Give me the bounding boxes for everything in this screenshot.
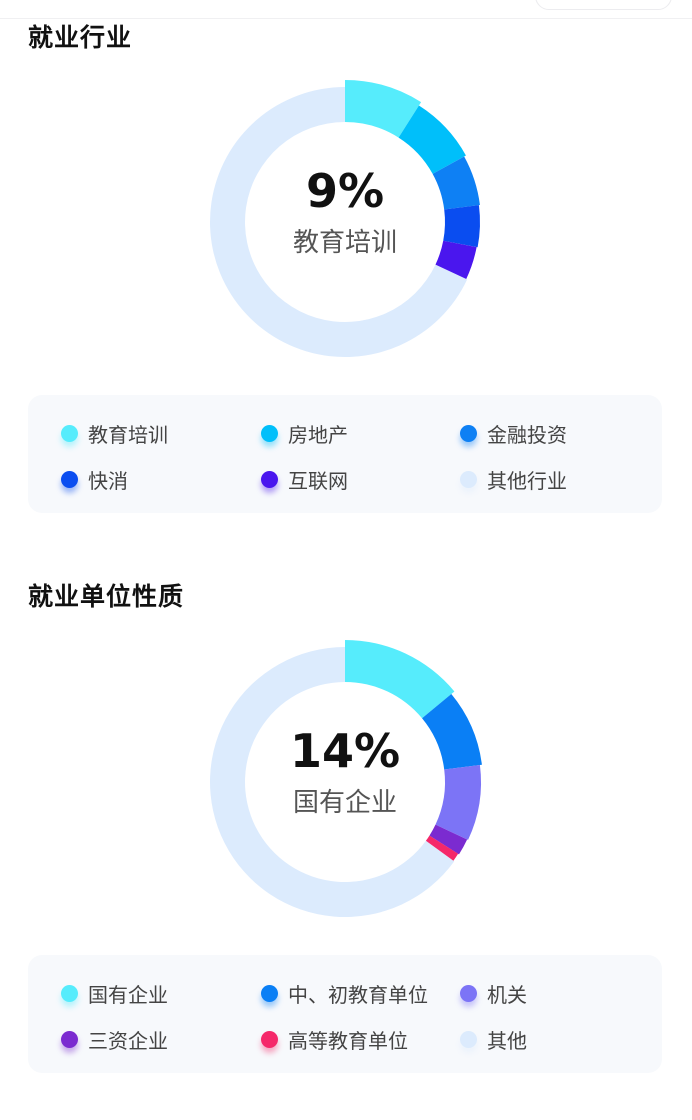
legend-item: 机关 — [460, 979, 527, 1008]
top-bar — [0, 0, 692, 19]
legend-dot-icon — [460, 471, 477, 488]
legend-label: 快消 — [88, 469, 128, 493]
donut-chart-unit-type — [209, 640, 482, 917]
donut-segment-4 — [429, 824, 468, 855]
legend-item: 高等教育单位 — [261, 1025, 408, 1054]
legend-item: 其他 — [460, 1025, 527, 1054]
donut-chart-industry — [209, 80, 480, 357]
donut-segment-6 — [209, 647, 455, 917]
legend-label: 中、初教育单位 — [288, 983, 428, 1007]
donut-segment-2 — [422, 694, 482, 770]
legend-dot-icon — [61, 471, 78, 488]
legend-dot-icon — [261, 985, 278, 1002]
legend-label: 房地产 — [288, 423, 348, 447]
legend-label: 其他行业 — [487, 469, 567, 493]
legend-label: 高等教育单位 — [288, 1029, 408, 1053]
legend-item: 国有企业 — [61, 979, 168, 1008]
chart-title-industry: 就业行业 — [28, 23, 133, 52]
legend-label: 教育培训 — [88, 423, 168, 447]
legend-unit-type: 国有企业 中、初教育单位 机关三资企业 高等教育单位 其他 — [28, 955, 662, 1073]
legend-label: 机关 — [487, 983, 527, 1007]
donut-segment-5 — [425, 835, 459, 861]
donut-segment-4 — [443, 205, 480, 248]
legend-dot-icon — [261, 425, 278, 442]
legend-dot-icon — [61, 1031, 78, 1048]
center-value: 14% — [289, 724, 401, 778]
legend-dot-icon — [460, 425, 477, 442]
center-value: 9% — [305, 164, 385, 218]
legend-label: 国有企业 — [88, 983, 168, 1007]
top-pill-button[interactable] — [535, 0, 672, 10]
legend-label: 金融投资 — [487, 423, 567, 447]
donut-segment-3 — [432, 156, 480, 210]
legend-item: 其他行业 — [460, 465, 567, 494]
legend-label: 三资企业 — [88, 1029, 168, 1053]
legend-dot-icon — [61, 985, 78, 1002]
legend-dot-icon — [460, 1031, 477, 1048]
legend-item: 中、初教育单位 — [261, 979, 428, 1008]
legend-label: 互联网 — [288, 469, 348, 493]
legend-dot-icon — [261, 1031, 278, 1048]
donut-segment-3 — [435, 764, 482, 840]
legend-industry: 教育培训 房地产 金融投资快消 互联网 其他行业 — [28, 395, 662, 513]
chart-title-unit-type: 就业单位性质 — [28, 582, 185, 611]
legend-item: 互联网 — [261, 465, 348, 494]
legend-item: 房地产 — [261, 419, 348, 448]
legend-dot-icon — [460, 985, 477, 1002]
donut-segment-2 — [398, 105, 466, 174]
legend-label: 其他 — [487, 1029, 527, 1053]
legend-item: 金融投资 — [460, 419, 567, 448]
legend-item: 教育培训 — [61, 419, 168, 448]
legend-item: 三资企业 — [61, 1025, 168, 1054]
center-label: 教育培训 — [292, 228, 397, 258]
legend-dot-icon — [61, 425, 78, 442]
donut-segment-5 — [435, 240, 477, 280]
legend-dot-icon — [261, 471, 278, 488]
center-label: 国有企业 — [292, 788, 397, 818]
legend-item: 快消 — [61, 465, 128, 494]
donut-segment-1 — [345, 640, 455, 719]
donut-segment-1 — [345, 80, 422, 138]
